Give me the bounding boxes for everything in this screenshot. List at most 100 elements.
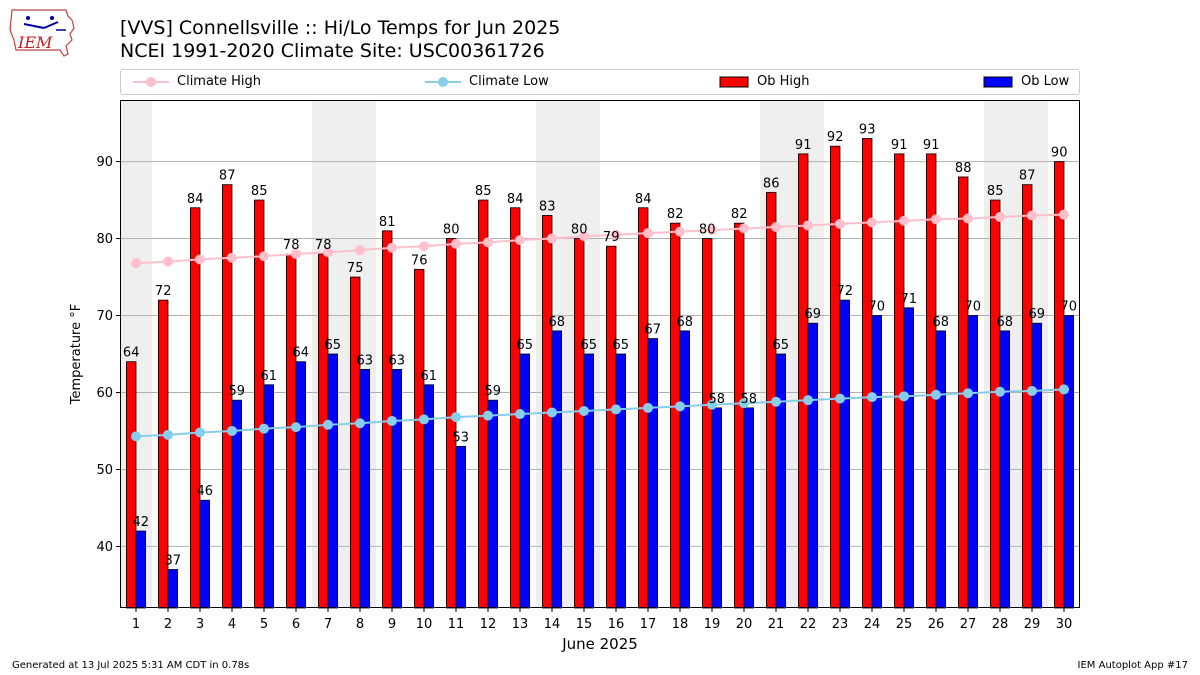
ob-high-label: 78 xyxy=(283,238,300,253)
ob-low-bar xyxy=(519,353,531,609)
ob-low-bar xyxy=(871,315,883,609)
ob-high-label: 80 xyxy=(699,223,716,238)
climate-high-point xyxy=(867,217,877,228)
ob-high-label: 91 xyxy=(891,138,908,153)
iem-logo: IEM xyxy=(8,6,80,60)
x-tick-label: 10 xyxy=(416,617,433,632)
climate-high-point xyxy=(259,251,269,262)
x-tick-label: 24 xyxy=(864,617,881,632)
ob-high-label: 91 xyxy=(923,138,940,153)
climate-low-point xyxy=(963,388,973,399)
ob-high-label: 78 xyxy=(315,238,332,253)
climate-high-point xyxy=(643,228,653,239)
climate-high-point xyxy=(611,229,621,240)
ob-low-label: 65 xyxy=(773,338,790,353)
x-tick-label: 5 xyxy=(260,617,268,632)
ob-high-label: 86 xyxy=(763,176,780,191)
climate-high-point xyxy=(771,222,781,232)
ob-low-bar xyxy=(295,361,307,609)
ob-high-bar xyxy=(189,207,201,609)
ob-low-label: 65 xyxy=(581,338,598,353)
climate-low-point xyxy=(1059,384,1069,395)
ob-low-label: 68 xyxy=(933,315,950,330)
ob-low-label: 58 xyxy=(741,392,758,407)
ob-low-label: 46 xyxy=(197,484,214,499)
x-tick-label: 23 xyxy=(832,617,849,632)
climate-low-point xyxy=(483,410,493,421)
x-tick-label: 21 xyxy=(768,617,785,632)
climate-high-point xyxy=(803,220,813,231)
legend-label: Ob Low xyxy=(1021,74,1070,89)
ob-low-bar xyxy=(487,399,499,609)
climate-high-point xyxy=(707,225,717,236)
y-tick-label: 50 xyxy=(96,463,113,478)
ob-high-label: 92 xyxy=(827,130,844,145)
climate-high-point xyxy=(1027,210,1037,221)
ob-low-label: 42 xyxy=(133,515,150,530)
climate-lines xyxy=(131,209,1069,442)
ob-low-label: 69 xyxy=(1029,307,1046,322)
ob-low-bar xyxy=(615,353,627,609)
climate-low-point xyxy=(739,398,749,409)
climate-low-point xyxy=(515,409,525,420)
chart-title: [VVS] Connellsville :: Hi/Lo Temps for J… xyxy=(120,17,561,39)
climate-high-line xyxy=(135,213,1065,265)
ob-low-label: 70 xyxy=(869,300,886,315)
x-tick-label: 27 xyxy=(960,617,977,632)
climate-low-point xyxy=(899,391,909,402)
climate-high-point xyxy=(323,247,333,258)
ob-high-label: 84 xyxy=(507,192,524,207)
y-tick-label: 90 xyxy=(96,155,113,170)
climate-high-point xyxy=(963,213,973,224)
ob-low-label: 65 xyxy=(325,338,342,353)
x-tick-label: 22 xyxy=(800,617,817,632)
climate-low-point xyxy=(547,407,557,418)
ob-high-bar xyxy=(413,268,425,609)
ob-high-bar xyxy=(702,238,713,609)
chart-legend: Climate High Climate Low Ob High Ob Low xyxy=(120,69,1080,95)
ob-high-bar xyxy=(670,222,681,609)
ob-high-bar xyxy=(862,138,873,609)
ob-low-label: 63 xyxy=(357,353,374,368)
climate-high-point xyxy=(131,258,141,269)
y-tick-label: 80 xyxy=(96,232,113,247)
x-tick-label: 14 xyxy=(544,617,561,632)
ob-low-label: 72 xyxy=(837,284,854,299)
climate-high-point xyxy=(835,218,845,229)
y-axis-label: Temperature °F xyxy=(69,304,84,405)
ob-high-bar xyxy=(349,276,361,609)
x-tick-label: 7 xyxy=(324,617,332,632)
x-tick-label: 9 xyxy=(388,617,396,632)
ob-high-bar xyxy=(734,222,745,609)
ob-high-label: 83 xyxy=(539,199,556,214)
ob-low-bar xyxy=(775,353,787,609)
climate-low-point xyxy=(803,395,813,406)
ob-low-bar xyxy=(807,322,819,609)
ob-low-bar xyxy=(935,330,947,609)
ob-high-label: 76 xyxy=(411,253,428,268)
gridlines xyxy=(120,161,1080,547)
climate-high-point xyxy=(291,248,301,259)
climate-low-point xyxy=(195,427,205,438)
ob-low-bar xyxy=(583,353,595,609)
ob-low-bar xyxy=(743,407,755,609)
ob-high-label: 82 xyxy=(667,207,684,222)
ob-high-label: 80 xyxy=(443,223,460,238)
climate-high-point xyxy=(899,215,909,226)
ob-high-bar xyxy=(606,245,617,609)
climate-low-point xyxy=(707,399,717,410)
ob-low-label: 65 xyxy=(517,338,534,353)
ob-high-label: 88 xyxy=(955,161,972,176)
ob-high-bar xyxy=(574,238,585,609)
climate-high-point xyxy=(195,254,205,265)
ob-low-label: 70 xyxy=(965,300,982,315)
ob-low-label: 69 xyxy=(805,307,822,322)
ob-low-bar xyxy=(679,330,691,609)
climate-low-point xyxy=(675,401,685,412)
x-tick-label: 26 xyxy=(928,617,945,632)
climate-high-point xyxy=(547,233,557,244)
ob-low-bar xyxy=(167,569,179,609)
legend-line-icon xyxy=(133,77,169,87)
x-tick-label: 12 xyxy=(480,617,497,632)
